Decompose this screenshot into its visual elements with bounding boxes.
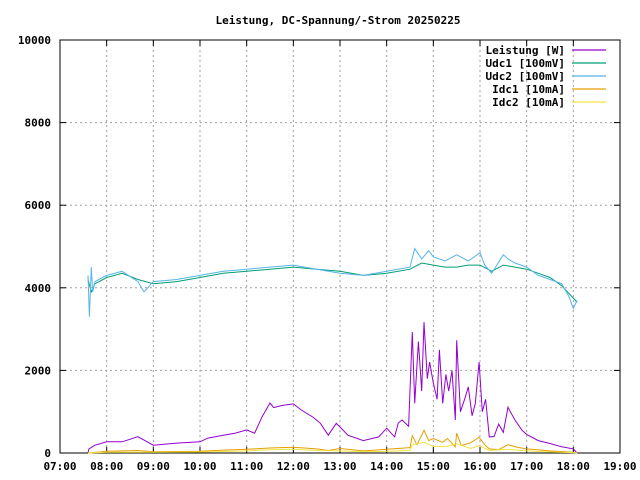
series-line-2 <box>87 247 578 317</box>
x-tick-label: 07:00 <box>43 460 76 473</box>
y-tick-label: 2000 <box>25 364 52 377</box>
chart-title: Leistung, DC-Spannung/-Strom 20250225 <box>215 14 460 27</box>
legend-label: Udc1 [100mV] <box>486 57 565 70</box>
legend-label: Idc2 [10mA] <box>492 96 565 109</box>
x-tick-label: 12:00 <box>277 460 310 473</box>
x-tick-label: 18:00 <box>557 460 590 473</box>
x-tick-label: 17:00 <box>510 460 543 473</box>
x-tick-label: 11:00 <box>230 460 263 473</box>
x-tick-label: 13:00 <box>323 460 356 473</box>
legend: Leistung [W]Udc1 [100mV]Udc2 [100mV]Idc1… <box>486 44 606 109</box>
y-tick-label: 0 <box>44 447 51 460</box>
series-line-1 <box>87 262 578 303</box>
plot-border <box>59 39 621 454</box>
x-tick-label: 14:00 <box>370 460 403 473</box>
x-tick-label: 16:00 <box>463 460 496 473</box>
y-tick-label: 4000 <box>25 282 52 295</box>
grid <box>60 40 620 453</box>
x-tick-label: 10:00 <box>183 460 216 473</box>
y-tick-label: 8000 <box>25 117 52 130</box>
legend-label: Idc1 [10mA] <box>492 83 565 96</box>
y-tick-label: 10000 <box>18 34 51 47</box>
legend-label: Leistung [W] <box>486 44 565 57</box>
x-tick-label: 08:00 <box>90 460 123 473</box>
legend-label: Udc2 [100mV] <box>486 70 565 83</box>
x-tick-label: 09:00 <box>137 460 170 473</box>
series-line-0 <box>87 322 578 454</box>
x-tick-label: 15:00 <box>417 460 450 473</box>
x-tick-label: 19:00 <box>603 460 636 473</box>
series-line-3 <box>87 429 578 454</box>
y-tick-label: 6000 <box>25 199 52 212</box>
axes: 07:00 08:00 09:00 10:00 11:00 12:00 13:00 14:00… <box>18 34 637 473</box>
series-group <box>87 247 578 454</box>
series-line-4 <box>87 441 578 454</box>
